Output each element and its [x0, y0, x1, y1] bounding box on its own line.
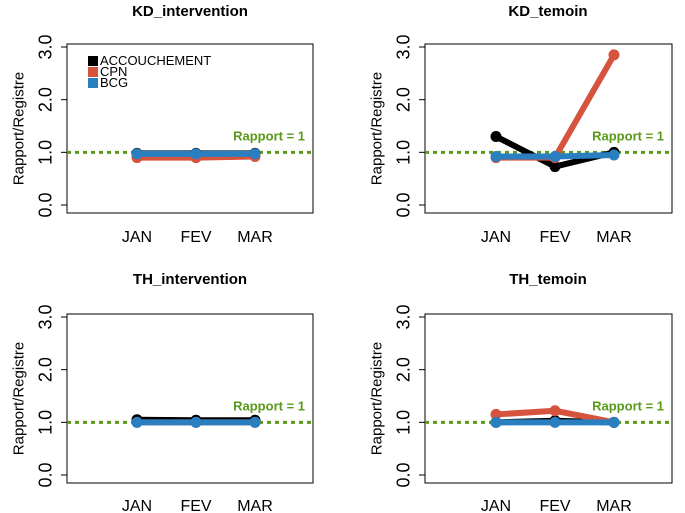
y-tick-label: 3.0: [35, 304, 55, 329]
data-point-BCG: [549, 151, 561, 163]
data-point-BCG: [131, 416, 143, 428]
chart-title: TH_intervention: [133, 271, 247, 288]
y-tick-label: 0.0: [35, 192, 55, 217]
reference-line-label: Rapport = 1: [233, 128, 305, 143]
legend-label-BCG: BCG: [100, 75, 128, 90]
data-point-BCG: [549, 416, 561, 428]
x-tick-label: MAR: [596, 229, 632, 246]
x-tick-label: JAN: [122, 498, 152, 513]
legend-label-CPN: CPN: [100, 64, 127, 79]
y-tick-label: 3.0: [393, 304, 413, 329]
x-tick-label: MAR: [237, 229, 273, 246]
reference-line-label: Rapport = 1: [233, 398, 305, 413]
y-tick-label: 1.0: [35, 140, 55, 165]
data-point-ACCOUCHEMENT: [490, 131, 502, 143]
y-axis-label: Rapport/Registre: [368, 342, 385, 455]
chart-title: TH_temoin: [509, 271, 587, 288]
data-point-BCG: [490, 416, 502, 428]
plot-frame: [424, 43, 673, 214]
legend-swatch-BCG: [88, 78, 98, 88]
y-tick-label: 3.0: [393, 34, 413, 59]
data-point-CPN: [608, 49, 620, 61]
data-point-CPN: [549, 405, 561, 417]
x-tick-label: FEV: [539, 229, 570, 246]
reference-line-label: Rapport = 1: [592, 128, 664, 143]
y-tick-label: 0.0: [393, 462, 413, 487]
plot-frame: [424, 313, 673, 484]
panel-TH_intervention: TH_intervention Rapport/Registre 0.0 1.0 2.0…: [10, 271, 314, 513]
y-tick-label: 0.0: [393, 192, 413, 217]
data-point-BCG: [490, 151, 502, 163]
x-tick-label: FEV: [539, 498, 570, 513]
data-point-BCG: [608, 149, 620, 161]
x-tick-label: FEV: [180, 498, 211, 513]
data-point-ACCOUCHEMENT: [549, 161, 561, 173]
x-tick-label: JAN: [122, 229, 152, 246]
data-point-BCG: [249, 148, 261, 160]
data-point-BCG: [190, 148, 202, 160]
x-tick-label: JAN: [481, 229, 511, 246]
y-tick-label: 2.0: [35, 87, 55, 112]
y-tick-label: 1.0: [393, 140, 413, 165]
y-tick-label: 2.0: [393, 87, 413, 112]
x-tick-label: FEV: [180, 229, 211, 246]
panel-TH_temoin: TH_temoin Rapport/Registre 0.0 1.0 2.0 3.0 JAN…: [368, 271, 673, 513]
plot-frame: [66, 313, 314, 484]
data-point-BCG: [249, 416, 261, 428]
y-tick-label: 0.0: [35, 462, 55, 487]
data-point-CPN: [490, 408, 502, 420]
y-tick-label: 3.0: [35, 34, 55, 59]
x-tick-label: MAR: [237, 498, 273, 513]
panel-KD_intervention: KD_intervention Rapport/Registre 0.0 1.0 2.0…: [10, 3, 314, 246]
data-point-BCG: [608, 416, 620, 428]
legend-label-ACCOUCHEMENT: ACCOUCHEMENT: [100, 53, 211, 68]
y-tick-label: 2.0: [393, 357, 413, 382]
y-tick-label: 1.0: [35, 410, 55, 435]
y-tick-label: 1.0: [393, 410, 413, 435]
data-point-BCG: [190, 416, 202, 428]
chart-title: KD_temoin: [508, 3, 587, 20]
y-tick-label: 2.0: [35, 357, 55, 382]
panel-KD_temoin: KD_temoin Rapport/Registre 0.0 1.0 2.0 3.0 JAN…: [368, 3, 673, 246]
data-point-BCG: [131, 148, 143, 160]
x-tick-label: JAN: [481, 498, 511, 513]
legend-swatch-CPN: [88, 67, 98, 77]
chart-title: KD_intervention: [132, 3, 248, 20]
plot-frame: [66, 43, 314, 214]
x-tick-label: MAR: [596, 498, 632, 513]
y-axis-label: Rapport/Registre: [10, 72, 27, 185]
y-axis-label: Rapport/Registre: [368, 72, 385, 185]
y-axis-label: Rapport/Registre: [10, 342, 27, 455]
legend-swatch-ACCOUCHEMENT: [88, 56, 98, 66]
reference-line-label: Rapport = 1: [592, 398, 664, 413]
